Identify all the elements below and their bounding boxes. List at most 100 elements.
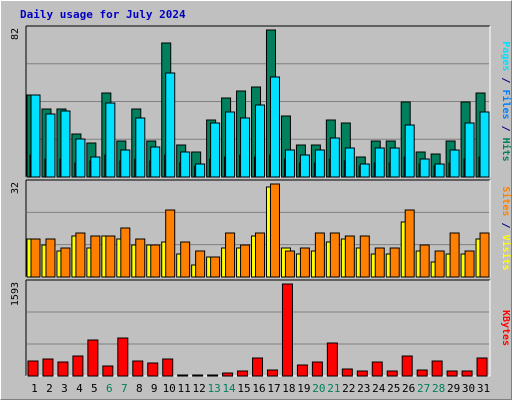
bar-sites	[195, 250, 206, 278]
bar-kbytes	[266, 369, 278, 377]
bar-pages	[255, 104, 266, 178]
bar-sites	[329, 232, 340, 278]
bar-kbytes	[237, 370, 249, 377]
bar-pages	[419, 158, 430, 178]
bar-kbytes	[72, 355, 84, 377]
x-tick-label: 22	[342, 382, 355, 395]
bar-pages	[284, 149, 295, 178]
x-tick-label: 16	[252, 382, 265, 395]
x-tick-label: 11	[178, 382, 191, 395]
bar-kbytes	[177, 374, 189, 377]
bar-sites	[240, 244, 251, 278]
bar-pages	[105, 102, 116, 178]
bar-sites	[255, 232, 266, 278]
bar-kbytes	[461, 370, 473, 377]
bar-kbytes	[401, 355, 413, 377]
bar-pages	[314, 149, 325, 178]
x-tick-label: 4	[76, 382, 83, 395]
bar-sites	[105, 235, 116, 278]
x-tick-label: 24	[372, 382, 386, 395]
bar-pages	[359, 163, 370, 178]
bar-pages	[464, 122, 475, 178]
x-tick-label: 29	[447, 382, 460, 395]
bar-sites	[344, 235, 355, 278]
legend-pages-files-hits-part: /	[500, 120, 511, 138]
bar-kbytes	[431, 360, 443, 377]
bar-sites	[90, 235, 101, 278]
x-tick-label: 7	[121, 382, 128, 395]
legend-pages-files-hits-part: Files	[500, 89, 512, 119]
bar-sites	[225, 232, 236, 278]
legend-pages-files-hits-part: /	[500, 71, 511, 89]
x-tick-label: 6	[106, 382, 113, 395]
bar-sites	[479, 232, 490, 278]
bar-kbytes	[446, 370, 458, 377]
bar-kbytes	[57, 361, 69, 377]
legend-kbytes-part: KBytes	[500, 310, 511, 346]
x-tick-label: 3	[61, 382, 68, 395]
bar-pages	[434, 163, 445, 178]
legend-sites-visits-part: /	[500, 216, 511, 234]
bar-kbytes	[386, 370, 398, 377]
legend-sites-visits-part: Sites	[500, 186, 512, 216]
bar-kbytes	[371, 361, 383, 377]
bar-sites	[389, 247, 400, 278]
bar-pages	[165, 72, 176, 178]
x-tick-label: 19	[297, 382, 310, 395]
bar-pages	[404, 124, 415, 178]
bar-sites	[449, 232, 460, 278]
bar-pages	[299, 154, 310, 178]
x-tick-label: 28	[432, 382, 445, 395]
bar-sites	[60, 247, 71, 278]
bar-kbytes	[27, 360, 39, 377]
x-tick-label: 20	[312, 382, 325, 395]
bar-pages	[180, 151, 191, 178]
bar-pages	[479, 111, 490, 178]
bar-pages	[269, 76, 280, 178]
x-tick-label: 17	[267, 382, 280, 395]
legend-sites-visits: Sites / Visits	[500, 186, 512, 270]
x-tick-label: 8	[136, 382, 143, 395]
x-tick-label: 27	[417, 382, 430, 395]
bar-sites	[165, 209, 176, 278]
legend-sites-visits-part: Visits	[500, 235, 512, 271]
bar-sites	[45, 238, 56, 278]
bar-sites	[150, 244, 161, 278]
bar-pages	[210, 122, 221, 178]
bar-kbytes	[296, 364, 308, 377]
bar-kbytes	[311, 361, 323, 377]
x-tick-label: 10	[163, 382, 176, 395]
x-tick-label: 2	[46, 382, 53, 395]
x-tick-label: 14	[222, 382, 236, 395]
bar-pages	[225, 111, 236, 178]
bar-sites	[299, 247, 310, 278]
bar-pages	[374, 147, 385, 178]
bar-sites	[359, 235, 370, 278]
bar-kbytes	[222, 372, 234, 377]
x-tick-label: 25	[387, 382, 400, 395]
bar-pages	[90, 156, 101, 178]
bar-pages	[45, 113, 56, 178]
bar-sites	[269, 183, 280, 278]
bar-sites	[374, 247, 385, 278]
x-tick-label: 23	[357, 382, 370, 395]
bar-kbytes	[252, 357, 264, 377]
bar-kbytes	[356, 370, 368, 377]
x-tick-label: 13	[207, 382, 220, 395]
x-tick-label: 31	[477, 382, 490, 395]
x-tick-label: 21	[327, 382, 340, 395]
x-tick-label: 12	[193, 382, 206, 395]
bar-pages	[240, 117, 251, 178]
bar-sites	[180, 241, 191, 278]
bar-sites	[120, 227, 131, 278]
bar-sites	[419, 244, 430, 278]
bar-kbytes	[476, 357, 488, 377]
bar-sites	[210, 256, 221, 278]
x-tick-label: 1	[31, 382, 38, 395]
bar-kbytes	[281, 283, 293, 377]
bar-pages	[30, 94, 41, 178]
bar-kbytes	[42, 358, 54, 377]
bar-sites	[314, 232, 325, 278]
